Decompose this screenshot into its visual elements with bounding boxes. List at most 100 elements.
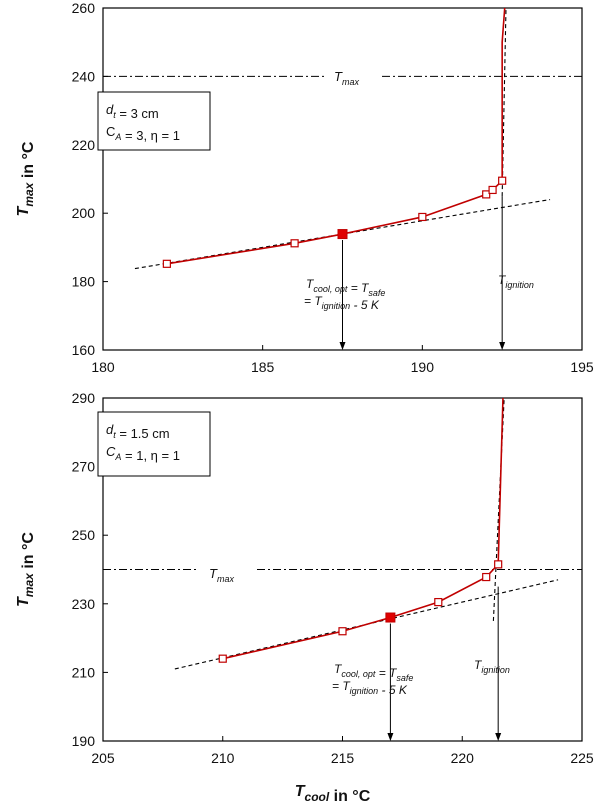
y-tick-label: 230 bbox=[72, 596, 96, 612]
y-tick-label: 290 bbox=[72, 390, 96, 406]
optimal-annotation-line1-sub: safe bbox=[396, 673, 413, 683]
arrow-optimal-head bbox=[387, 733, 394, 741]
asymptote-line bbox=[492, 397, 505, 621]
optimal-annotation-line2-main: = T bbox=[304, 294, 323, 308]
data-point bbox=[418, 212, 427, 222]
data-point bbox=[482, 190, 491, 199]
info-box-line-main: d bbox=[106, 422, 114, 437]
ignition-annotation-sub: ignition bbox=[481, 665, 510, 675]
y-axis-label-main: T bbox=[15, 596, 32, 607]
tmax-label-sub: max bbox=[342, 77, 360, 87]
optimal-annotation-line2-main: - 5 K bbox=[350, 298, 380, 312]
y-tick-label: 240 bbox=[72, 68, 96, 84]
tmax-label: Tmax bbox=[334, 69, 359, 87]
info-box-line: dt = 1.5 cm bbox=[106, 422, 170, 441]
info-box-line-sub: t bbox=[113, 430, 116, 440]
y-tick-label: 210 bbox=[72, 664, 96, 680]
x-tick-label: 190 bbox=[411, 359, 435, 375]
data-point bbox=[218, 654, 227, 663]
tmax-label: Tmax bbox=[209, 566, 234, 584]
arrow-ignition-head bbox=[495, 733, 502, 741]
optimal-annotation-line1-sub: cool, opt bbox=[313, 284, 348, 294]
x-axis-label-main: T bbox=[295, 783, 306, 800]
info-box-line: CA = 1, η = 1 bbox=[106, 444, 180, 463]
series-line bbox=[166, 7, 506, 265]
tmax-label-main: T bbox=[209, 566, 218, 581]
info-box-line-sub: t bbox=[113, 110, 116, 120]
tmax-label-main: T bbox=[334, 69, 343, 84]
x-axis-label-rest: in °C bbox=[329, 788, 371, 805]
series-line bbox=[222, 397, 504, 660]
optimal-annotation-line1-main: = T bbox=[347, 281, 370, 295]
optimal-annotation-line2-main: - 5 K bbox=[378, 683, 408, 697]
x-axis-label-sub: cool bbox=[305, 790, 330, 804]
optimal-annotation-line1-main: T bbox=[306, 277, 315, 291]
y-axis-label-sub: max bbox=[22, 181, 36, 206]
x-tick-label: 225 bbox=[570, 750, 594, 766]
info-box-line-main: C bbox=[106, 124, 115, 139]
optimal-annotation-line2: = Tignition - 5 K bbox=[304, 294, 380, 312]
info-box-line-rest: = 3, η = 1 bbox=[121, 128, 180, 143]
optimal-annotation-line1: Tcool, opt = Tsafe bbox=[306, 277, 385, 298]
info-box-line-sub: A bbox=[114, 452, 121, 462]
x-tick-label: 215 bbox=[331, 750, 355, 766]
x-tick-label: 195 bbox=[570, 359, 594, 375]
y-tick-label: 220 bbox=[72, 137, 96, 153]
y-tick-label: 270 bbox=[72, 459, 96, 475]
y-axis-label: Tmax in °C bbox=[15, 532, 37, 607]
info-box-line-rest: = 1, η = 1 bbox=[121, 448, 180, 463]
data-point bbox=[494, 560, 503, 569]
y-axis-label-rest: in °C bbox=[20, 532, 37, 574]
optimal-point bbox=[385, 612, 396, 623]
data-point bbox=[498, 176, 507, 185]
optimal-annotation-line1: Tcool, opt = Tsafe bbox=[334, 662, 413, 683]
data-point bbox=[488, 185, 497, 195]
data-point bbox=[482, 572, 491, 582]
ignition-annotation: Tignition bbox=[498, 273, 534, 290]
info-box-line-sub: A bbox=[114, 132, 121, 142]
y-axis-label-sub: max bbox=[22, 572, 36, 597]
info-box bbox=[97, 411, 211, 477]
x-tick-label: 205 bbox=[91, 750, 115, 766]
optimal-annotation-line1-sub: safe bbox=[368, 288, 385, 298]
y-axis-label: Tmax in °C bbox=[15, 141, 37, 216]
optimal-annotation-line2-sub: ignition bbox=[322, 301, 351, 311]
data-point bbox=[434, 597, 443, 607]
info-box-line-rest: = 1.5 cm bbox=[116, 426, 170, 441]
info-box bbox=[97, 91, 211, 151]
y-tick-label: 200 bbox=[72, 205, 96, 221]
info-box-line-main: C bbox=[106, 444, 116, 459]
ignition-annotation: Tignition bbox=[474, 658, 510, 675]
data-point bbox=[338, 627, 347, 636]
y-tick-label: 160 bbox=[72, 342, 96, 358]
y-axis-label-main: T bbox=[15, 205, 32, 216]
optimal-annotation-line2-main: = T bbox=[332, 679, 351, 693]
y-tick-label: 250 bbox=[72, 527, 96, 543]
x-tick-label: 185 bbox=[251, 359, 275, 375]
data-point bbox=[162, 259, 171, 268]
arrow-optimal-head bbox=[339, 342, 346, 350]
y-tick-label: 180 bbox=[72, 274, 96, 290]
info-box-line: dt = 3 cm bbox=[106, 102, 159, 121]
y-axis-label-rest: in °C bbox=[20, 141, 37, 183]
ignition-annotation-main: T bbox=[474, 658, 483, 672]
tmax-label-sub: max bbox=[217, 574, 235, 584]
y-tick-label: 190 bbox=[72, 733, 96, 749]
info-box-line-rest: = 3 cm bbox=[116, 106, 159, 121]
x-tick-label: 220 bbox=[451, 750, 475, 766]
ignition-annotation-sub: ignition bbox=[505, 280, 534, 290]
optimal-annotation-line1-main: = T bbox=[375, 666, 398, 680]
x-axis-label: Tcool in °C bbox=[295, 783, 371, 805]
optimal-point bbox=[337, 229, 348, 240]
optimal-annotation-line2: = Tignition - 5 K bbox=[332, 679, 408, 697]
optimal-annotation-line1-main: T bbox=[334, 662, 343, 676]
optimal-annotation-line1-sub: cool, opt bbox=[341, 669, 376, 679]
y-tick-label: 260 bbox=[72, 0, 96, 16]
x-tick-label: 180 bbox=[91, 359, 115, 375]
info-box-line-main: d bbox=[106, 102, 114, 117]
optimal-annotation-line2-sub: ignition bbox=[350, 686, 379, 696]
x-tick-label: 210 bbox=[211, 750, 235, 766]
